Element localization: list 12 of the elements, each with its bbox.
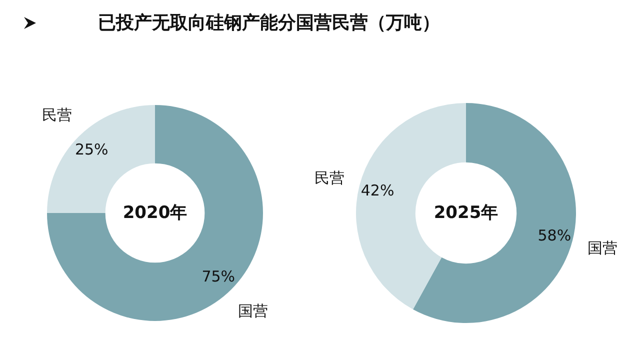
text: 2025年 [434, 203, 498, 223]
chart-title: 已投产无取向硅钢产能分国营民营（万吨） [98, 12, 440, 34]
text: 2020年 [122, 203, 188, 223]
data-label: 25% [74, 140, 108, 159]
slice-label: 国营 [238, 302, 268, 320]
data-label: 75% [202, 267, 236, 286]
slice-label: 国营 [587, 239, 618, 258]
slice-label: 民营 [42, 106, 72, 124]
data-label: 58% [538, 226, 572, 245]
donut-slice [413, 103, 576, 323]
slice-label: 民营 [314, 168, 345, 187]
data-label: 42% [360, 181, 394, 200]
